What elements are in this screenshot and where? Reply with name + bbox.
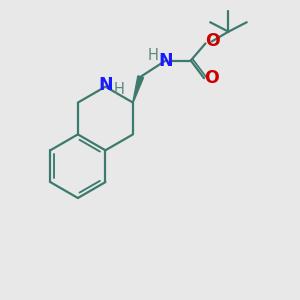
Text: H: H: [148, 48, 159, 63]
Text: N: N: [98, 76, 113, 94]
Text: N: N: [158, 52, 173, 70]
Text: O: O: [206, 32, 220, 50]
Text: O: O: [204, 69, 219, 87]
Text: H: H: [113, 82, 124, 97]
Polygon shape: [133, 76, 143, 103]
